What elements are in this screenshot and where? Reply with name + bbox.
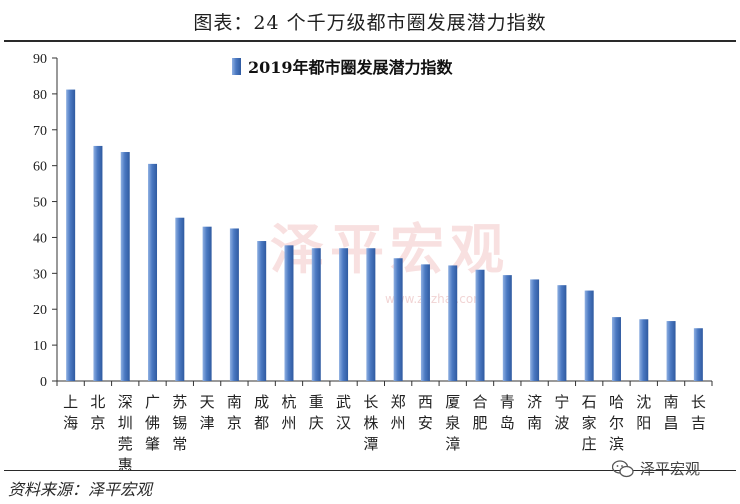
x-tick-label: 宁波 — [554, 393, 569, 432]
bar — [393, 258, 403, 381]
bar — [366, 248, 376, 381]
bar — [120, 152, 130, 381]
x-tick-label: 上海 — [63, 393, 78, 432]
x-tick-label: 哈尔滨 — [609, 393, 624, 453]
bar — [175, 217, 185, 381]
x-tick-label: 天津 — [200, 393, 215, 432]
bar — [202, 226, 212, 381]
x-tick-label: 深圳莞惠 — [118, 393, 133, 470]
x-tick-label: 苏锡常 — [172, 393, 187, 453]
bar — [93, 145, 103, 381]
y-tick-label: 60 — [33, 160, 47, 175]
bar — [584, 290, 594, 381]
bar — [530, 279, 540, 381]
bars — [66, 89, 703, 382]
x-tick-label: 广佛肇 — [145, 393, 160, 453]
legend-label: 2019年都市圈发展潜力指数 — [248, 58, 454, 77]
bar — [666, 321, 676, 381]
bar — [693, 328, 703, 381]
x-tick-label: 西安 — [418, 393, 433, 432]
y-tick-label: 20 — [33, 303, 47, 318]
y-axis: 0 10 20 30 40 50 60 70 80 90 — [33, 52, 58, 390]
bar — [148, 163, 158, 381]
y-tick-label: 70 — [33, 124, 47, 139]
x-tick-label: 厦泉漳 — [445, 393, 460, 453]
x-tick-label: 郑州 — [391, 393, 406, 432]
y-tick-label: 50 — [33, 196, 47, 211]
bar — [420, 264, 430, 381]
x-tick-label: 南京 — [227, 393, 242, 432]
x-tick-label: 合肥 — [473, 393, 488, 432]
brand-mark: 泽平宏观 — [612, 458, 700, 479]
bar — [339, 248, 349, 381]
x-axis: 上海北京深圳莞惠广佛肇苏锡常天津南京成都杭州重庆武汉长株潭郑州西安厦泉漳合肥青岛… — [56, 380, 713, 470]
bar — [557, 285, 567, 381]
bottom-rule — [4, 470, 736, 471]
x-tick-label: 北京 — [90, 393, 105, 432]
y-tick-label: 30 — [33, 267, 47, 282]
x-tick-label: 武汉 — [336, 393, 351, 432]
x-tick-label: 南昌 — [664, 393, 679, 432]
x-tick-label: 重庆 — [309, 393, 324, 432]
x-tick-label: 长株潭 — [363, 393, 378, 453]
y-tick-label: 0 — [40, 375, 47, 390]
bar — [448, 265, 458, 381]
x-tick-label: 青岛 — [500, 393, 515, 432]
bar-chart: 0 10 20 30 40 50 60 70 80 90 上海北京深圳莞惠广佛肇苏锡常天津南京成都… — [33, 52, 713, 470]
y-tick-label: 80 — [33, 88, 47, 103]
bar — [311, 248, 321, 381]
bar — [284, 245, 294, 381]
chart-title: 图表：24 个千万级都市圈发展潜力指数 — [193, 12, 547, 34]
y-tick-label: 90 — [33, 52, 47, 67]
x-tick-label: 石家庄 — [582, 393, 597, 453]
watermark: 泽平宏观 — [270, 217, 510, 281]
y-tick-label: 40 — [33, 231, 47, 246]
y-tick-label: 10 — [33, 339, 47, 354]
bar — [257, 241, 267, 381]
x-tick-label: 沈阳 — [636, 393, 651, 432]
brand-label: 泽平宏观 — [640, 460, 701, 478]
legend: 2019年都市圈发展潜力指数 — [232, 58, 454, 77]
source-note: 资料来源：泽平宏观 — [8, 480, 153, 499]
x-tick-label: 成都 — [254, 393, 269, 432]
watermark-url: www.zezhai.com — [385, 292, 485, 306]
bar — [475, 269, 485, 381]
x-tick-label: 长吉 — [691, 393, 706, 432]
legend-swatch — [232, 58, 241, 75]
x-tick-label: 杭州 — [281, 393, 296, 432]
bar — [229, 228, 239, 381]
bar — [611, 317, 621, 381]
wechat-icon — [612, 459, 634, 477]
bar — [639, 319, 649, 381]
bar — [502, 275, 512, 381]
bar — [66, 89, 76, 382]
top-rule — [4, 40, 736, 42]
x-tick-label: 济南 — [527, 393, 542, 432]
